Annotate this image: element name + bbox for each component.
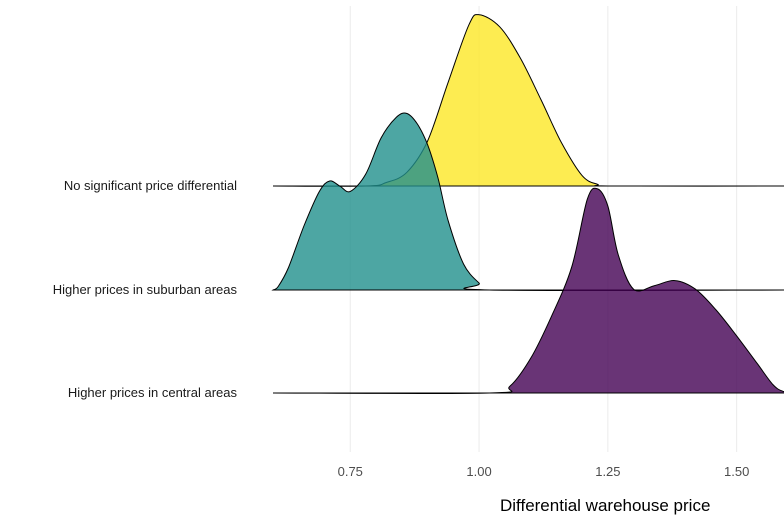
label-layer: 0.75 1.00 1.25 1.50 No significant price dif…	[53, 178, 750, 479]
category-label-1: Higher prices in suburban areas	[53, 282, 238, 297]
ridge-2	[272, 187, 784, 395]
x-axis-title: Differential warehouse price	[500, 496, 710, 515]
ridge-1	[271, 112, 784, 292]
category-label-0: No significant price differential	[64, 178, 237, 193]
x-tick-label-1: 1.00	[466, 464, 491, 479]
category-label-2: Higher prices in central areas	[68, 385, 238, 400]
x-tick-label-3: 1.50	[724, 464, 749, 479]
x-tick-label-2: 1.25	[595, 464, 620, 479]
ridge-0	[272, 14, 784, 187]
ridge-layer	[271, 14, 784, 395]
x-tick-label-0: 0.75	[338, 464, 363, 479]
